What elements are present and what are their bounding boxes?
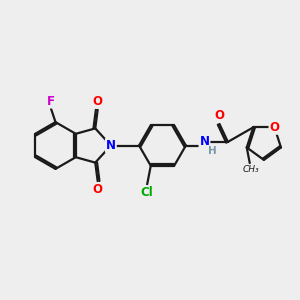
Text: H: H: [208, 146, 216, 157]
Text: O: O: [269, 121, 279, 134]
Text: N: N: [106, 139, 116, 152]
Text: CH₃: CH₃: [243, 165, 260, 174]
Text: Cl: Cl: [141, 186, 154, 199]
Text: N: N: [200, 135, 209, 148]
Text: O: O: [214, 109, 224, 122]
Text: O: O: [93, 183, 103, 196]
Text: F: F: [47, 94, 55, 108]
Text: O: O: [93, 95, 103, 108]
